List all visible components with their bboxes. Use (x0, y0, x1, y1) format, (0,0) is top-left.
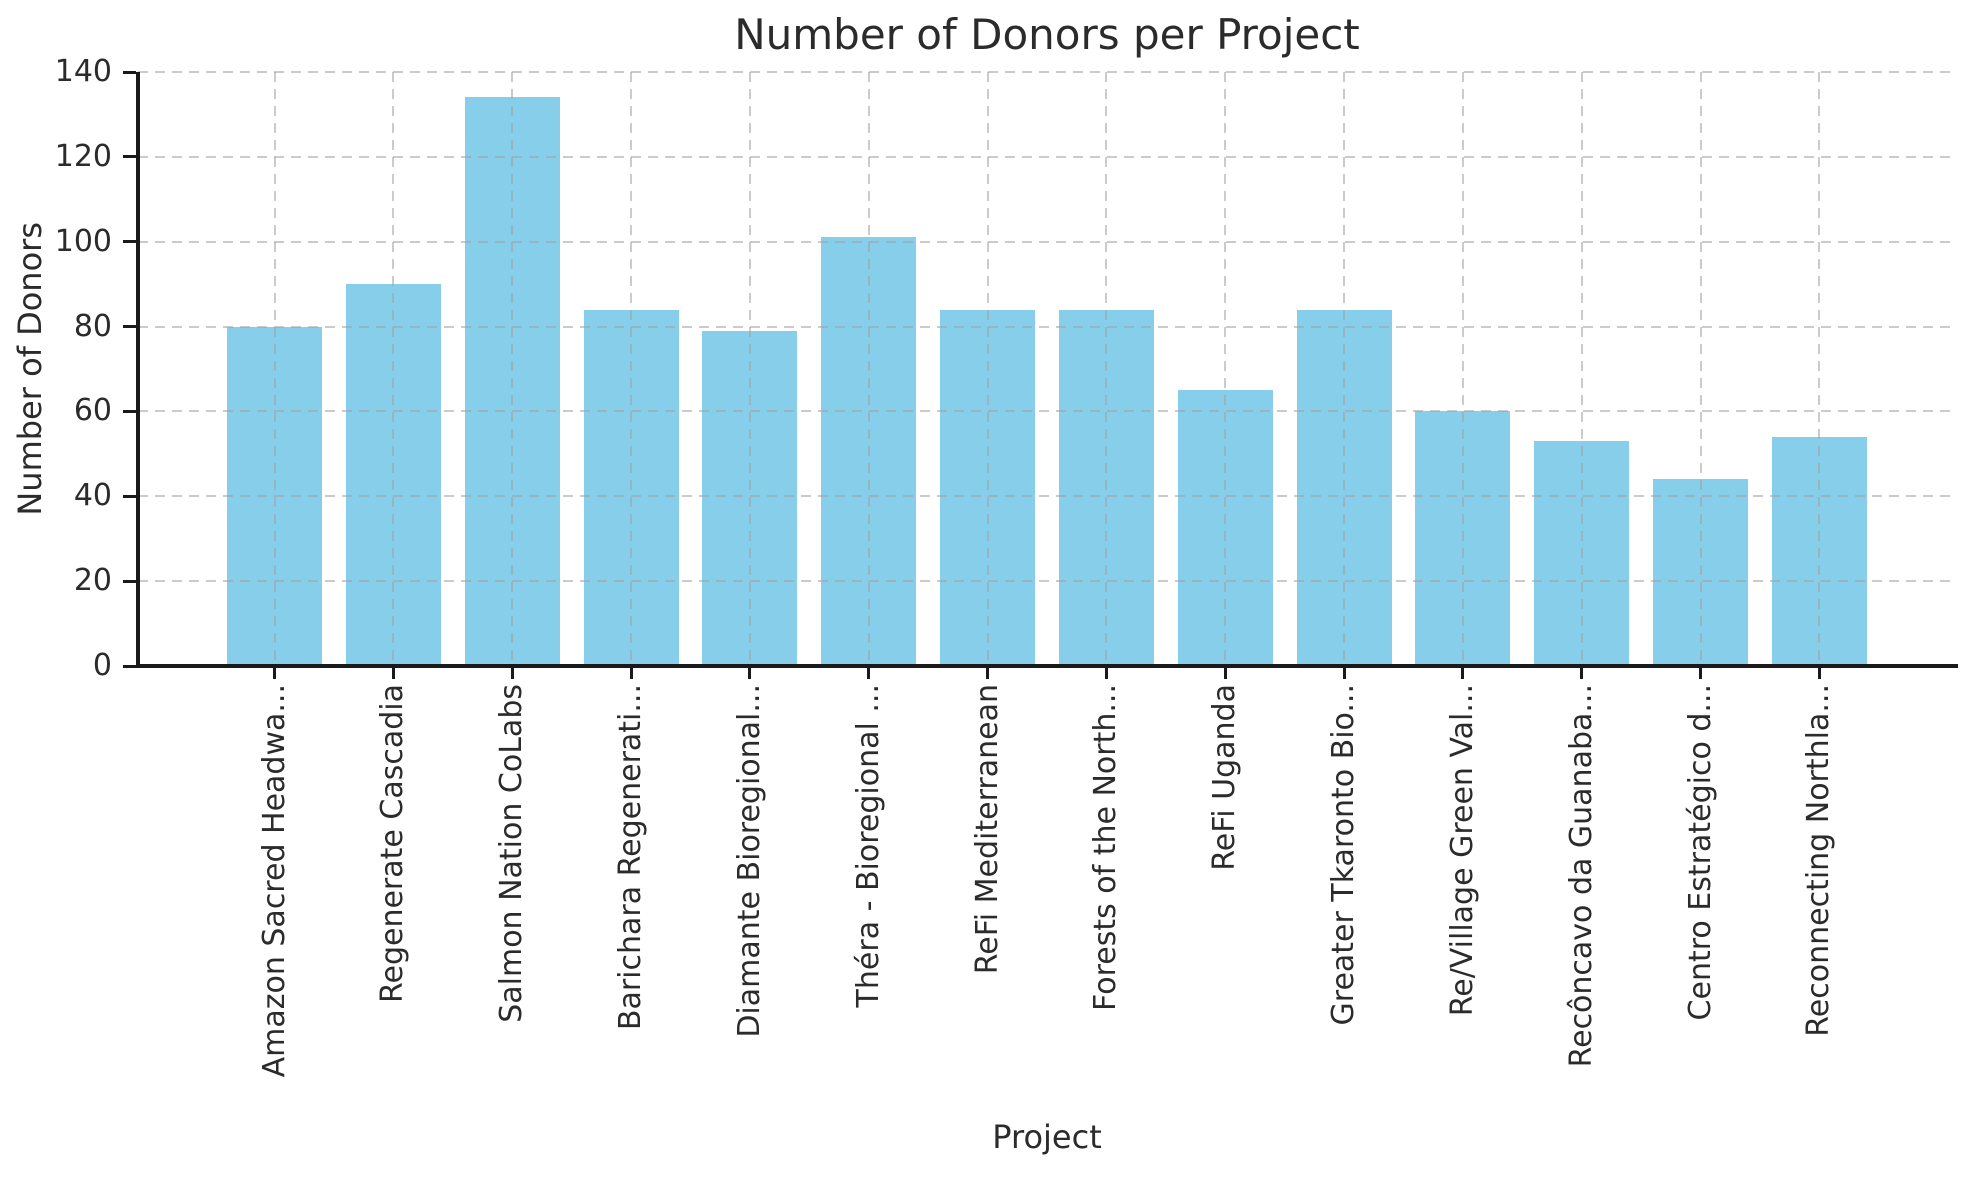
x-tick-mark (273, 668, 277, 679)
y-tick-label: 120 (54, 138, 112, 174)
y-gridline (138, 71, 1956, 73)
x-gridline (986, 72, 989, 666)
x-tick-mark (629, 668, 633, 679)
x-tick-mark (1817, 668, 1821, 679)
x-tick-label: Amazon Sacred Headwa... (256, 684, 292, 1078)
plot-area (138, 71, 1956, 667)
y-tick-label: 140 (54, 54, 112, 89)
x-tick-label-container: Salmon Nation CoLabs (490, 684, 534, 1023)
x-tick-label: Recôncavo da Guanaba... (1563, 684, 1599, 1068)
x-tick-label: ReFi Uganda (1207, 684, 1243, 871)
x-tick-label: ReFi Mediterranean (969, 684, 1005, 975)
y-tick-mark (123, 240, 136, 244)
x-tick-label: Forests of the North... (1088, 684, 1124, 1011)
x-tick-mark (1580, 668, 1584, 679)
x-tick-label-container: ReFi Mediterranean (966, 684, 1010, 974)
x-gridline (1818, 72, 1821, 666)
y-gridline (138, 580, 1956, 583)
x-tick-label-container: Recôncavo da Guanaba... (1560, 684, 1604, 1067)
x-gridline (1105, 72, 1108, 666)
x-tick-mark (748, 668, 752, 679)
y-tick-mark (123, 155, 136, 159)
x-tick-label-container: Barichara Regenerati... (609, 684, 653, 1030)
x-tick-label: Théra - Bioregional ... (850, 684, 886, 1008)
x-gridline (1461, 72, 1464, 666)
x-tick-mark (1342, 668, 1346, 679)
x-tick-label: Barichara Regenerati... (613, 684, 649, 1031)
y-tick-mark (123, 664, 136, 668)
x-tick-mark (510, 668, 514, 679)
y-tick-label: 60 (73, 393, 112, 429)
x-gridline (748, 72, 751, 666)
y-tick-mark (123, 409, 136, 413)
x-gridline (1224, 72, 1227, 666)
y-gridline (138, 410, 1956, 413)
x-tick-label: Salmon Nation CoLabs (494, 684, 530, 1023)
chart-title: Number of Donors per Project (734, 10, 1360, 59)
x-tick-label-container: Regenerate Cascadia (371, 684, 415, 1003)
x-tick-label-container: Théra - Bioregional ... (847, 684, 891, 1007)
x-tick-label: Diamante Bioregional... (731, 684, 767, 1038)
x-tick-label: Reconnecting Northla... (1801, 684, 1837, 1037)
x-gridline (511, 72, 514, 666)
x-gridline (867, 72, 870, 666)
x-tick-label-container: Reconnecting Northla... (1797, 684, 1841, 1037)
x-tick-mark (1223, 668, 1227, 679)
x-tick-label: Centro Estratégico d... (1682, 684, 1718, 1021)
y-tick-mark (123, 579, 136, 583)
x-gridline (630, 72, 633, 666)
x-gridline (392, 72, 395, 666)
x-tick-mark (1461, 668, 1465, 679)
x-tick-label: Regenerate Cascadia (375, 684, 411, 1003)
y-tick-label: 80 (73, 308, 112, 344)
y-tick-label: 100 (54, 223, 112, 259)
y-tick-mark (123, 494, 136, 498)
y-gridline (138, 240, 1956, 243)
y-axis-spine (136, 72, 140, 668)
x-tick-mark (867, 668, 871, 679)
y-tick-mark (123, 70, 136, 74)
x-tick-label-container: Diamante Bioregional... (728, 684, 772, 1038)
x-tick-mark (1699, 668, 1703, 679)
x-tick-label-container: Centro Estratégico d... (1679, 684, 1723, 1020)
x-tick-mark (986, 668, 990, 679)
x-tick-label-container: Amazon Sacred Headwa... (253, 684, 297, 1077)
y-tick-label: 0 (92, 648, 112, 683)
x-tick-label-container: Greater Tkaronto Bio... (1322, 684, 1366, 1025)
x-gridline (273, 72, 276, 666)
x-axis-spine (136, 664, 1958, 668)
y-axis-label: Number of Donors (11, 222, 49, 516)
y-tick-label: 40 (73, 478, 112, 514)
x-gridline (1580, 72, 1583, 666)
y-tick-label: 20 (73, 563, 112, 599)
y-gridline (138, 495, 1956, 498)
x-tick-label-container: ReFi Uganda (1203, 684, 1247, 871)
y-gridline (138, 325, 1956, 328)
x-axis-label: Project (992, 1118, 1102, 1156)
x-tick-label: Re/Village Green Val... (1444, 684, 1480, 1017)
x-tick-mark (391, 668, 395, 679)
x-tick-label: Greater Tkaronto Bio... (1326, 684, 1362, 1026)
x-gridline (1343, 72, 1346, 666)
x-tick-label-container: Re/Village Green Val... (1441, 684, 1485, 1016)
x-tick-mark (1104, 668, 1108, 679)
y-gridline (138, 155, 1956, 158)
x-tick-label-container: Forests of the North... (1084, 684, 1128, 1011)
y-tick-mark (123, 325, 136, 329)
x-gridline (1699, 72, 1702, 666)
